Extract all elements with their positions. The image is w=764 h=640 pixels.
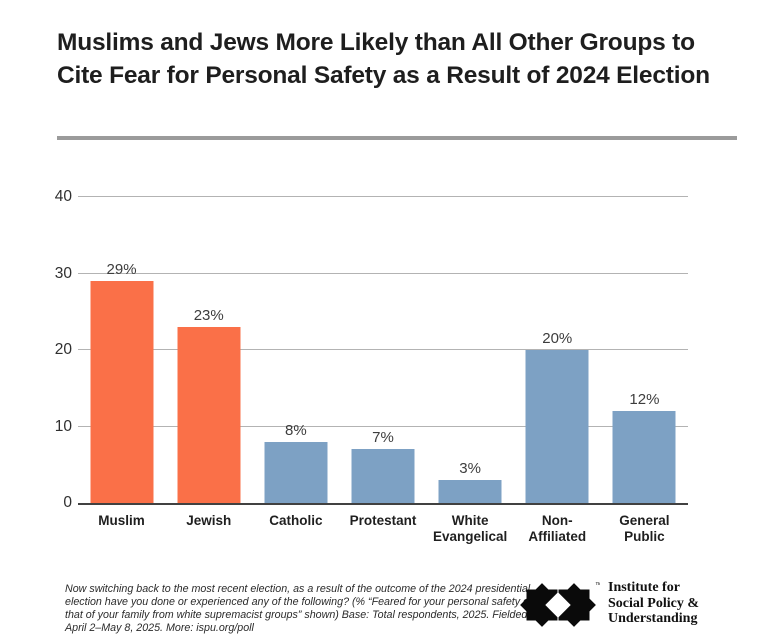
- bar: [525, 350, 589, 503]
- ispu-logo: ™ Institute for Social Policy & Understa…: [518, 575, 699, 635]
- bar-column: 29% Muslim: [78, 197, 165, 528]
- bar: [177, 327, 241, 503]
- category-label: Catholic: [269, 513, 323, 528]
- gridline: [78, 425, 688, 427]
- bar-column: 8% Catholic: [252, 197, 339, 528]
- ispu-logo-text: Institute for Social Policy & Understand…: [608, 580, 699, 626]
- bar-value-label: 7%: [372, 429, 394, 447]
- trademark-glyph: ™: [595, 582, 600, 589]
- bar: [612, 411, 676, 503]
- footnote: Now switching back to the most recent el…: [65, 583, 533, 634]
- y-tick-label: 30: [54, 264, 72, 282]
- title-divider: [57, 136, 737, 140]
- bar-value-label: 12%: [629, 391, 660, 409]
- category-label: Protestant: [349, 513, 417, 528]
- plot-area: 29% Muslim 23% Jewish 8% Catholic 7% Protestant…: [78, 196, 688, 544]
- gridline: [78, 196, 688, 197]
- bar-column: 3% White Evangelical: [427, 197, 514, 544]
- y-axis: 0 10 20 30 40: [38, 188, 72, 511]
- y-tick-label: 0: [63, 494, 72, 511]
- bar-column: 20% Non-Affiliated: [514, 197, 601, 544]
- category-label: Non-Affiliated: [528, 513, 587, 544]
- ispu-logo-icon: ™: [520, 582, 600, 627]
- bar-value-label: 20%: [542, 330, 573, 347]
- bar-column: 23% Jewish: [165, 197, 252, 528]
- bar-columns: 29% Muslim 23% Jewish 8% Catholic 7% Protestant…: [78, 197, 688, 544]
- bar-value-label: 3%: [459, 460, 481, 478]
- y-tick-label: 10: [54, 417, 72, 435]
- bar-column: 12% General Public: [601, 197, 688, 544]
- chart-title: Muslims and Jews More Likely than All Ot…: [57, 29, 710, 89]
- bar-value-label: 23%: [193, 307, 224, 325]
- category-label: White Evangelical: [432, 513, 508, 544]
- bar-column: 7% Protestant: [339, 197, 426, 528]
- y-tick-label: 40: [54, 188, 72, 205]
- category-label: Jewish: [186, 513, 232, 528]
- bar-value-label: 29%: [106, 261, 137, 279]
- bar-value-label: 8%: [285, 421, 307, 439]
- bar: [90, 281, 154, 503]
- gridline: [78, 272, 688, 274]
- bar: [351, 449, 415, 503]
- y-tick-label: 20: [54, 341, 72, 358]
- gridline: [78, 349, 688, 350]
- category-label: General Public: [619, 513, 670, 544]
- bar: [438, 480, 502, 503]
- category-label: Muslim: [98, 513, 145, 528]
- bar: [264, 441, 328, 503]
